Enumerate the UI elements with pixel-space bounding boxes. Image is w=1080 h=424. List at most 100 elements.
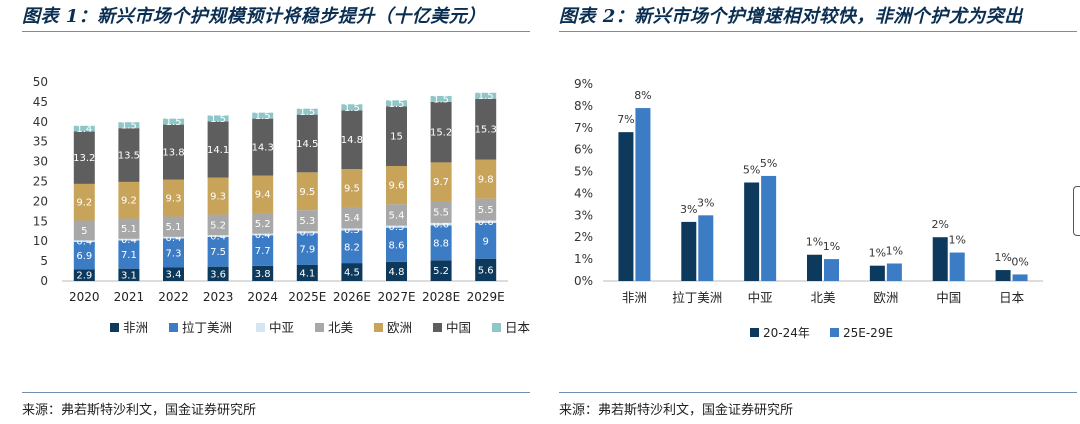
x-category-label: 2021 (114, 290, 145, 304)
bar (635, 108, 651, 281)
right-source-divider (559, 392, 1077, 393)
segment-value-label: 6.9 (76, 251, 92, 262)
y-tick-label: 7% (574, 121, 593, 135)
y-tick-label: 25 (33, 175, 48, 189)
y-tick-label: 4% (574, 186, 593, 200)
stack-segment (475, 98, 497, 160)
stack-segment (296, 108, 318, 115)
segment-value-label: 13.8 (162, 148, 184, 159)
segment-value-label: 9 (483, 236, 489, 247)
segment-value-label: 1.5 (210, 114, 226, 125)
right-title-divider (559, 31, 1077, 32)
y-tick-label: 10 (33, 234, 48, 248)
x-category-label: 2025E (288, 290, 326, 304)
stack-segment (296, 233, 318, 265)
stack-segment (73, 183, 95, 221)
stack-segment (475, 222, 497, 259)
stack-segment (118, 218, 140, 239)
stack-segment (430, 222, 452, 226)
stack-segment (73, 240, 95, 242)
stack-segment (163, 236, 184, 239)
right-source-note: 来源：弗若斯特沙利文，国金证券研究所 (559, 403, 794, 418)
segment-value-label: 0.6 (433, 220, 449, 231)
y-tick-label: 3% (574, 208, 593, 222)
segment-value-label: 1.5 (255, 111, 271, 122)
segment-value-label: 5.1 (166, 222, 182, 233)
stack-segment (386, 106, 407, 166)
stack-segment (341, 230, 363, 264)
segment-value-label: 5.2 (255, 219, 271, 230)
legend-label: 非洲 (123, 320, 148, 335)
bar-value-label: 1% (823, 240, 840, 253)
legend-swatch (169, 323, 178, 332)
right-chart-panel: 图表 2：新兴市场个护增速相对较快，非洲个护尤为突出 0% 1% 2% 3% 4% 5% 6… (545, 0, 1080, 424)
stack-segment (163, 179, 184, 217)
bar-value-label: 0% (1011, 255, 1028, 268)
stack-segment (341, 169, 363, 207)
segment-value-label: 0.4 (166, 233, 182, 244)
segment-value-label: 1.5 (166, 117, 182, 128)
stack-segment (341, 263, 363, 281)
stack-segment (386, 100, 407, 107)
y-tick-label: 2% (574, 230, 593, 244)
bar (824, 259, 839, 281)
bar-value-label: 3% (697, 196, 714, 209)
stack-segment (252, 265, 274, 281)
segment-value-label: 7.1 (121, 250, 137, 261)
stack-segment (386, 204, 407, 226)
legend-swatch (492, 323, 501, 332)
stack-segment (475, 220, 497, 223)
x-category-label: 2029E (467, 290, 505, 304)
segment-value-label: 15.2 (430, 128, 452, 139)
legend-label: 25E-29E (843, 326, 893, 340)
stack-segment (118, 128, 140, 182)
x-category-label: 拉丁美洲 (672, 290, 722, 305)
legend-label: 20-24年 (763, 326, 810, 340)
segment-value-label: 1.5 (299, 107, 315, 118)
stack-segment (296, 264, 318, 281)
left-source-note: 来源：弗若斯特沙利文，国金证券研究所 (22, 403, 257, 418)
legend-label: 北美 (328, 320, 353, 335)
stack-segment (252, 235, 274, 266)
stack-segment (296, 210, 318, 232)
segment-value-label: 1.5 (433, 94, 449, 105)
right-chart-title: 图表 2：新兴市场个护增速相对较快，非洲个护尤为突出 (559, 6, 1023, 27)
bar (1012, 274, 1028, 281)
stack-segment (252, 233, 274, 236)
stack-segment (386, 261, 407, 281)
segment-value-label: 0.6 (478, 217, 494, 228)
x-category-label: 欧洲 (873, 290, 898, 305)
legend-swatch (750, 328, 759, 337)
stack-segment (207, 115, 229, 122)
x-category-label: 2024 (247, 290, 278, 304)
bar-value-label: 5% (743, 164, 760, 177)
bar (886, 263, 902, 281)
stack-segment (118, 268, 140, 281)
bar-value-label: 3% (680, 203, 697, 216)
legend-label: 日本 (505, 320, 531, 335)
stack-segment (252, 212, 274, 234)
bar (744, 182, 760, 281)
segment-value-label: 9.2 (76, 198, 92, 209)
segment-value-label: 5.4 (389, 210, 405, 221)
bar (807, 254, 822, 281)
segment-value-label: 3.6 (210, 269, 226, 280)
left-chart-title: 图表 1：新兴市场个护规模预计将稳步提升（十亿美元） (22, 6, 486, 27)
y-tick-label: 20 (33, 194, 48, 208)
y-tick-label: 30 (33, 155, 48, 169)
segment-value-label: 3.4 (166, 270, 182, 281)
stack-segment (207, 214, 229, 236)
stack-segment (73, 241, 95, 270)
bar-value-label: 7% (617, 113, 634, 126)
stack-segment (163, 238, 184, 268)
bar-value-label: 5% (760, 157, 777, 170)
segment-value-label: 14.1 (207, 145, 229, 156)
segment-value-label: 8.2 (344, 242, 360, 253)
segment-value-label: 2.9 (76, 271, 92, 282)
bar (995, 270, 1011, 281)
x-category-label: 2028E (422, 290, 460, 304)
legend-label: 拉丁美洲 (182, 320, 232, 335)
stack-segment (341, 104, 363, 111)
stack-segment (163, 124, 184, 180)
stack-segment (163, 216, 184, 237)
